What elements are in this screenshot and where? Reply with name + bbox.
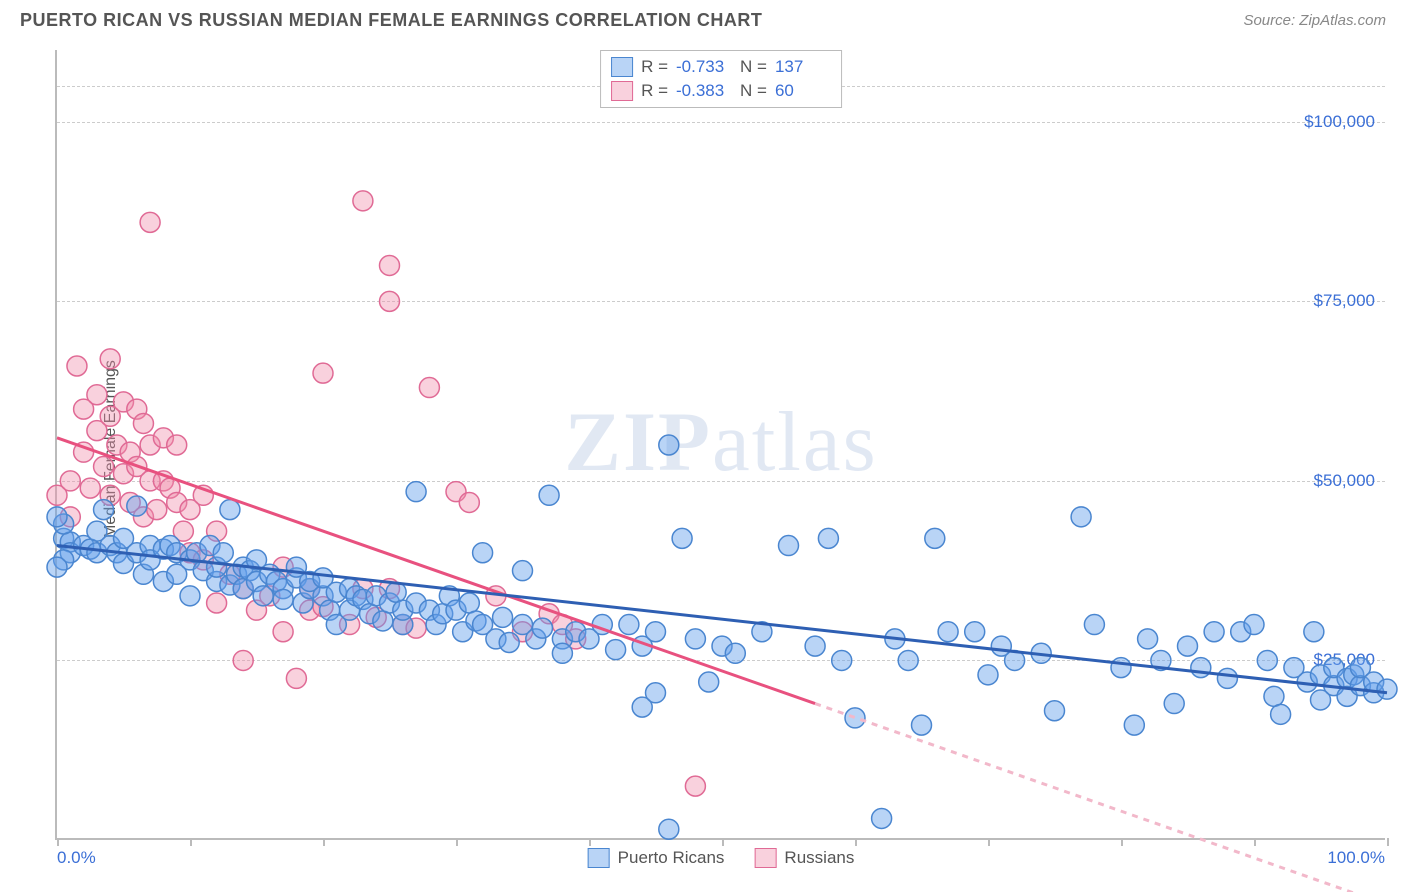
plot-area: ZIPatlas $25,000$50,000$75,000$100,000 R… — [55, 50, 1385, 840]
swatch-blue — [588, 848, 610, 868]
stats-row-blue: R = -0.733 N = 137 — [611, 55, 831, 79]
correlation-stats-box: R = -0.733 N = 137 R = -0.383 N = 60 — [600, 50, 842, 108]
scatter-svg — [57, 50, 1385, 838]
legend: Puerto Ricans Russians — [588, 848, 855, 868]
source-label: Source: ZipAtlas.com — [1243, 12, 1386, 29]
swatch-blue — [611, 57, 633, 77]
swatch-pink — [754, 848, 776, 868]
swatch-pink — [611, 81, 633, 101]
legend-item-blue: Puerto Ricans — [588, 848, 725, 868]
stats-row-pink: R = -0.383 N = 60 — [611, 79, 831, 103]
chart-title: PUERTO RICAN VS RUSSIAN MEDIAN FEMALE EA… — [20, 10, 762, 31]
legend-item-pink: Russians — [754, 848, 854, 868]
x-axis-max-label: 100.0% — [1327, 848, 1385, 868]
x-axis-min-label: 0.0% — [57, 848, 96, 868]
